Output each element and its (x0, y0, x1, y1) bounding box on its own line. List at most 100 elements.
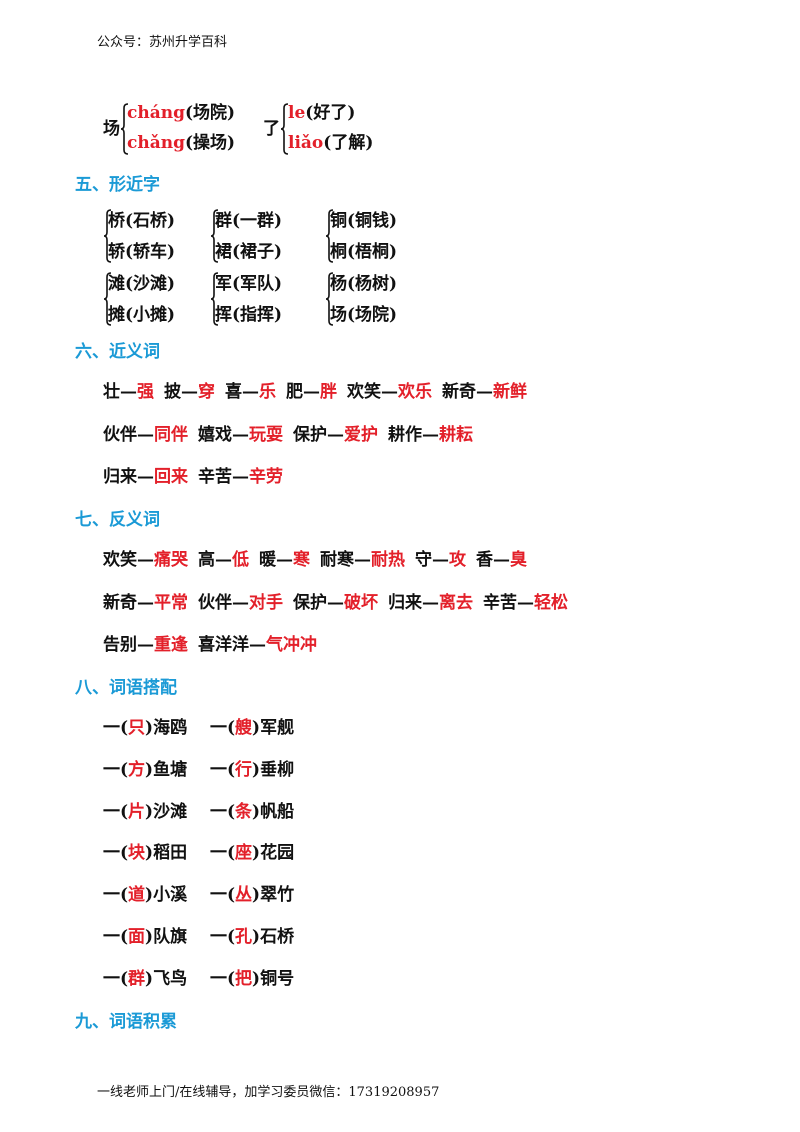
collocation: 一(把)铜号 (210, 969, 294, 989)
header: 公众号：苏州升学百科 (97, 35, 228, 50)
answer: 寒 (293, 550, 310, 570)
answer: 同伴 (154, 424, 188, 445)
collocation: 一(方)鱼塘 (103, 760, 187, 780)
similar-word: 杨(杨树) (330, 274, 398, 294)
answer: 平常 (154, 592, 188, 613)
measure-word: 方 (128, 759, 146, 780)
answer: 气冲冲 (266, 635, 317, 655)
similar-word: 摊(小摊) (108, 305, 176, 325)
dash: — (432, 550, 449, 570)
dash: — (137, 635, 154, 655)
answer: 破坏 (344, 592, 378, 613)
answer: 新鲜 (493, 382, 527, 402)
similar-word: 裙(裙子) (215, 242, 283, 262)
brace (280, 103, 289, 155)
similar-word: 场(场院) (330, 305, 398, 325)
word: 伙伴 (198, 592, 232, 613)
word: 嬉戏 (198, 424, 232, 445)
collocation: 一(艘)军舰 (210, 718, 294, 738)
word: (好了) (305, 103, 356, 123)
phrase-part: 一( (103, 759, 129, 780)
measure-word: 群 (128, 968, 146, 989)
measure-word: 座 (235, 843, 253, 864)
section-title: 九、词语积累 (75, 1012, 177, 1032)
brace (103, 209, 112, 263)
word: 新奇 (103, 592, 137, 613)
dash: — (137, 592, 154, 613)
answer: 耕耘 (439, 424, 473, 445)
dash: — (422, 592, 439, 613)
word-row: 归来—回来 辛苦—辛劳 (103, 467, 293, 487)
measure-word: 孔 (235, 927, 253, 947)
word: 披 (164, 382, 181, 402)
collocation: 一(块)稻田 (103, 843, 187, 863)
phrase-part: 一( (103, 801, 129, 822)
answer: 耐热 (371, 550, 405, 570)
dash: — (215, 550, 232, 570)
dash: — (137, 424, 154, 445)
answer: 攻 (449, 550, 466, 570)
word: 欢笑 (347, 382, 381, 402)
phrase-part: 一( (210, 968, 236, 989)
dash: — (249, 635, 266, 655)
section-title: 五、形近字 (75, 175, 160, 195)
polyphone-reading: chǎng(操场) (127, 133, 235, 153)
word-row: 告别—重逢 喜洋洋—气冲冲 (103, 635, 327, 655)
measure-word: 道 (128, 885, 146, 906)
answer: 欢乐 (398, 382, 432, 402)
phrase-part: 一( (210, 885, 236, 906)
measure-word: 条 (235, 801, 253, 822)
similar-word: 群(一群) (215, 211, 283, 231)
similar-word: 桐(梧桐) (330, 242, 398, 262)
measure-word: 只 (128, 718, 146, 738)
dash: — (493, 550, 510, 570)
polyphone-reading: liǎo(了解) (288, 133, 373, 153)
brace (103, 272, 112, 326)
collocation: 一(座)花园 (210, 843, 294, 863)
similar-word: 挥(指挥) (215, 305, 283, 325)
pinyin: le (288, 103, 306, 123)
collocation: 一(片)沙滩 (103, 802, 187, 822)
dash: — (137, 550, 154, 570)
phrase-part: )小溪 (145, 885, 188, 906)
dash: — (232, 592, 249, 613)
section-title: 六、近义词 (75, 342, 160, 362)
collocation: 一(面)队旗 (103, 927, 187, 947)
collocation: 一(只)海鸥 (103, 718, 187, 738)
measure-word: 艘 (235, 718, 253, 738)
word: 高 (198, 550, 215, 570)
answer: 轻松 (534, 592, 568, 613)
phrase-part: )帆船 (252, 801, 295, 822)
phrase-part: 一( (103, 968, 129, 989)
answer: 对手 (249, 592, 283, 613)
polyphone-char: 场 (103, 119, 120, 139)
phrase-part: )海鸥 (145, 718, 188, 738)
phrase-part: )垂柳 (252, 759, 295, 780)
dash: — (381, 382, 398, 402)
dash: — (476, 382, 493, 402)
word: 辛苦 (198, 467, 232, 487)
dash: — (242, 382, 259, 402)
brace (325, 209, 334, 263)
brace (325, 272, 334, 326)
word: 归来 (103, 467, 137, 487)
collocation: 一(条)帆船 (210, 802, 294, 822)
phrase-part: 一( (210, 718, 236, 738)
similar-word: 滩(沙滩) (108, 274, 176, 294)
word: (了解) (323, 133, 374, 153)
answer: 穿 (198, 382, 215, 402)
dash: — (354, 550, 371, 570)
answer: 痛哭 (154, 550, 188, 570)
measure-word: 丛 (235, 885, 253, 906)
collocation: 一(行)垂柳 (210, 760, 294, 780)
word: 耕作 (388, 424, 422, 445)
dash: — (517, 592, 534, 613)
pinyin: cháng (127, 103, 185, 123)
word: (操场) (184, 133, 236, 153)
collocation: 一(孔)石桥 (210, 927, 294, 947)
answer: 臭 (510, 550, 527, 570)
answer: 玩耍 (249, 424, 283, 445)
word: 守 (415, 550, 432, 570)
phrase-part: )翠竹 (252, 885, 295, 906)
